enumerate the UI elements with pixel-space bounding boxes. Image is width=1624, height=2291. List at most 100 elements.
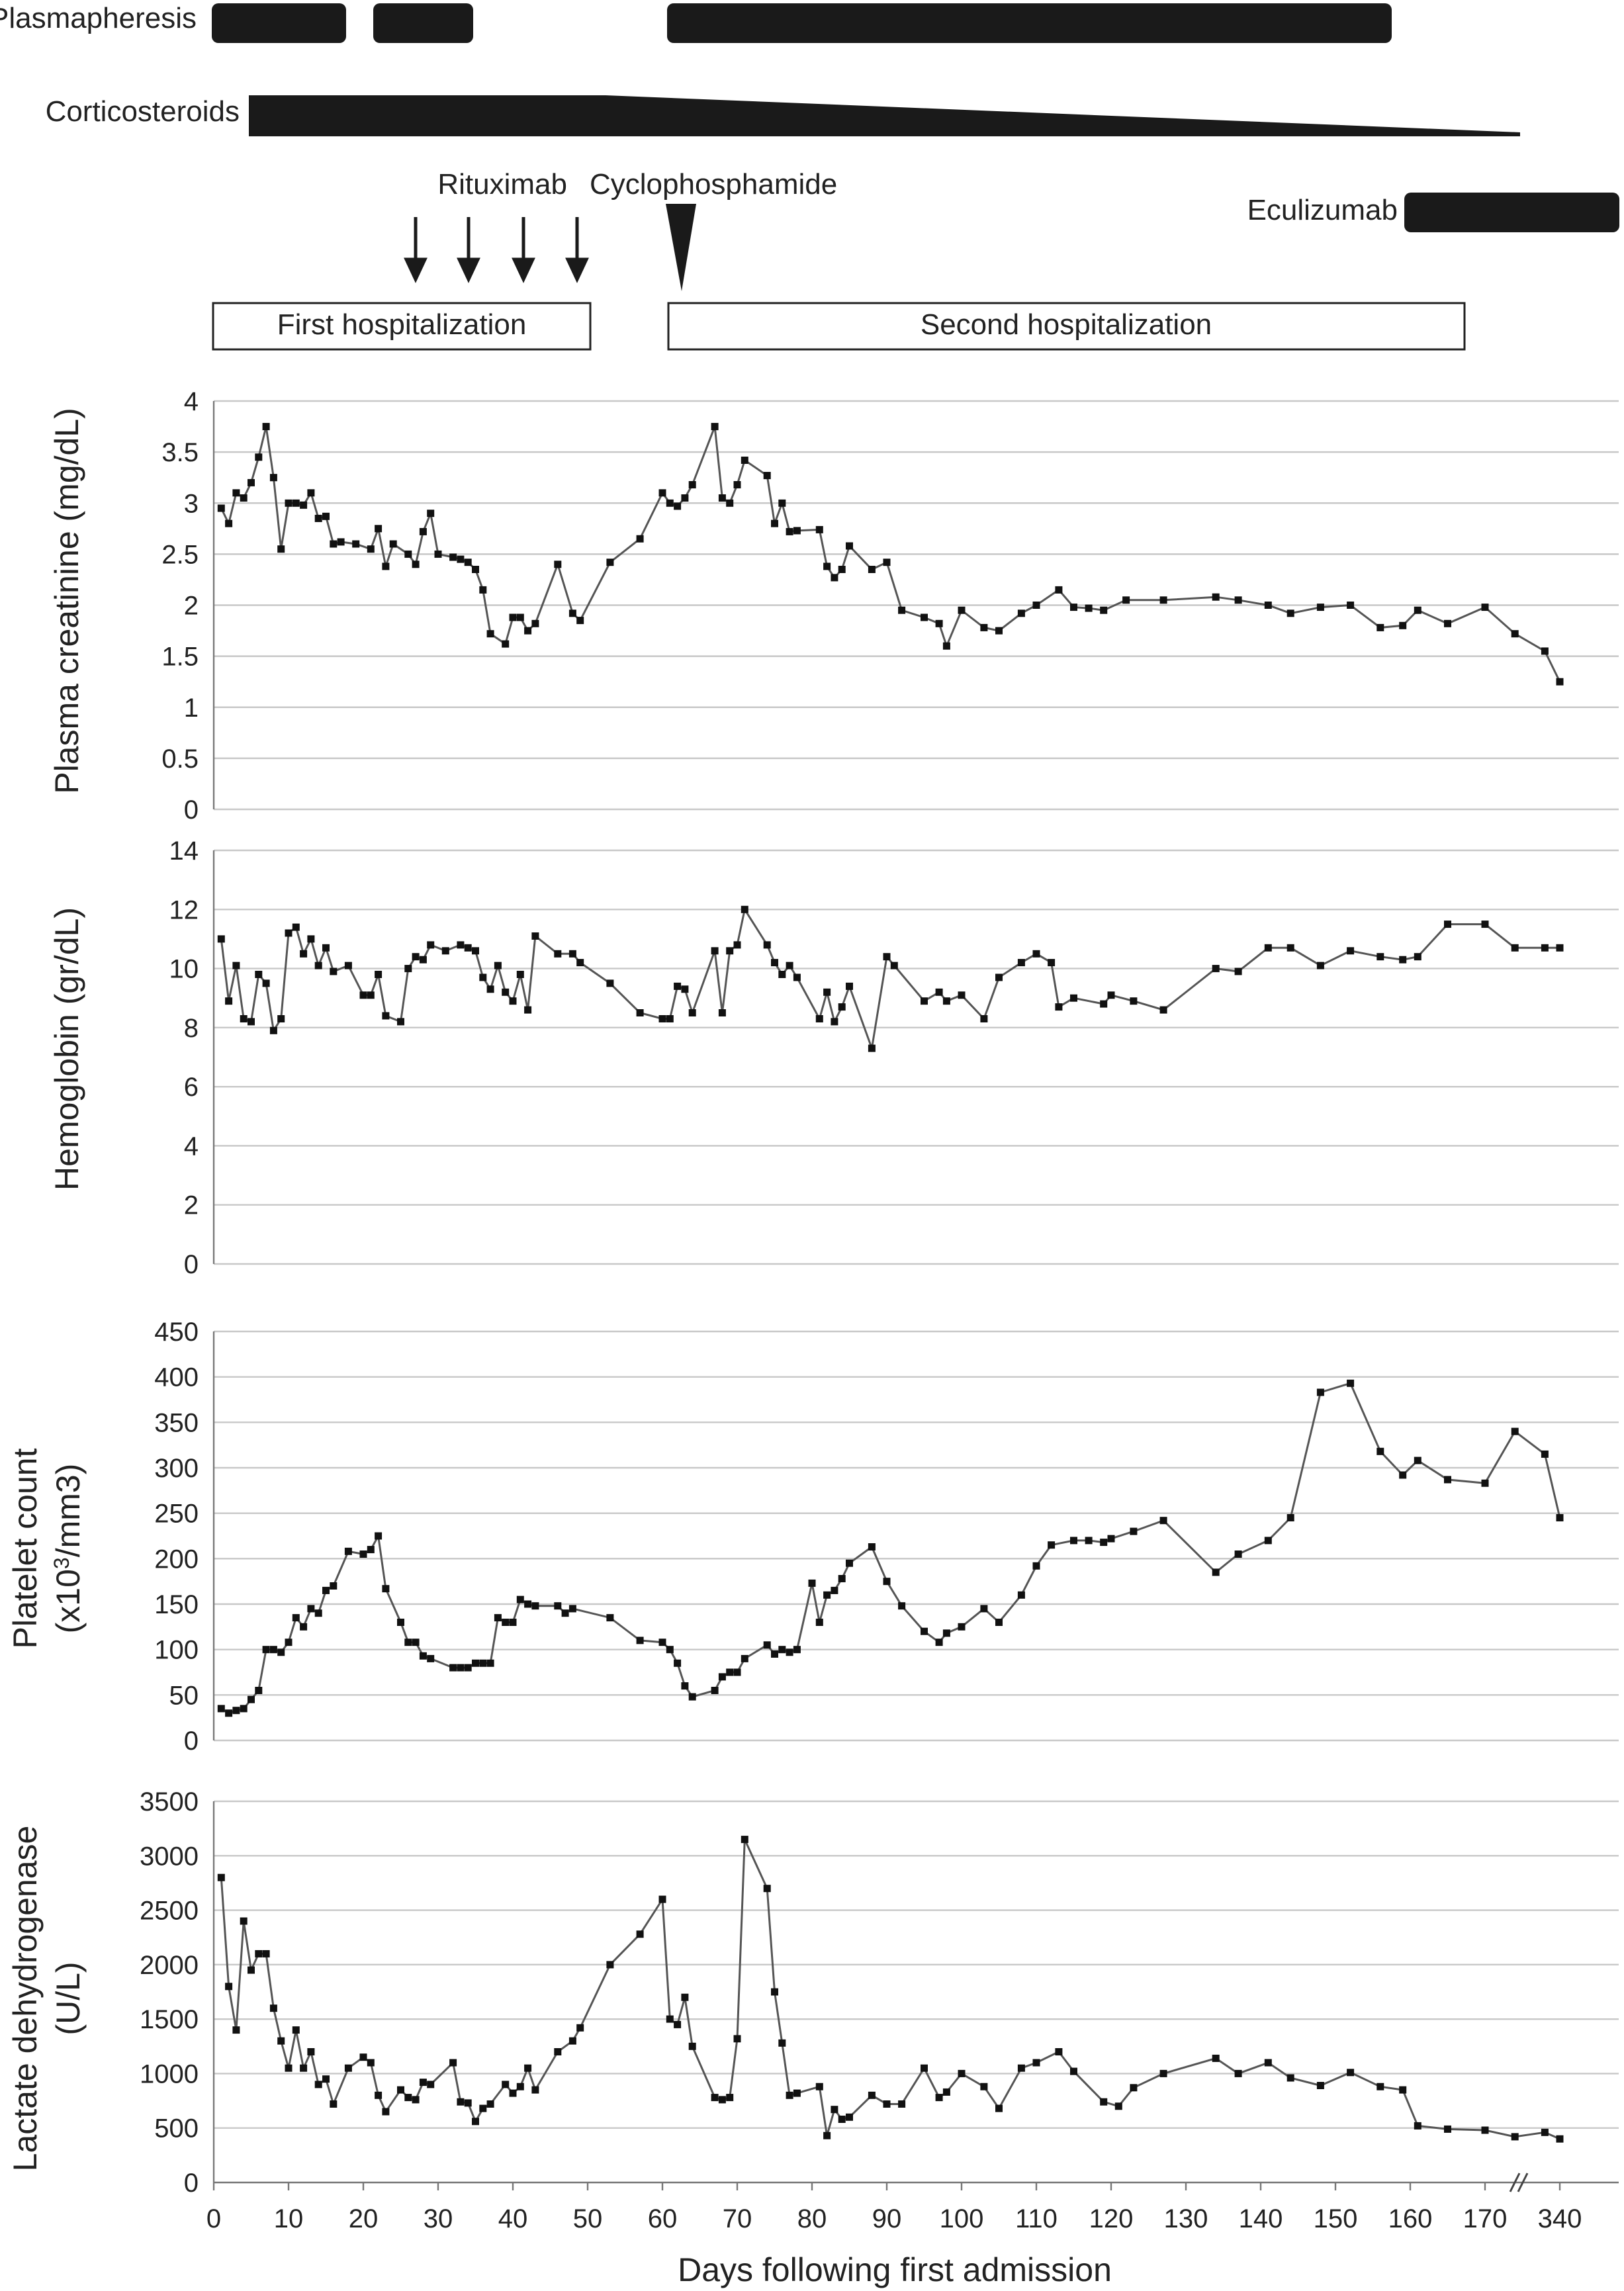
creatinine-data-point xyxy=(786,527,793,535)
hemoglobin-data-point xyxy=(576,959,584,967)
creatinine-data-point xyxy=(1055,586,1063,594)
creatinine-data-point xyxy=(225,519,233,527)
hemoglobin-y-axis-title: Hemoglobin (gr/dL) xyxy=(48,907,85,1190)
ldh-data-point xyxy=(516,2083,524,2090)
x-tick-label: 170 xyxy=(1463,2204,1508,2233)
platelet-data-point xyxy=(1286,1514,1294,1521)
platelet-data-point xyxy=(688,1693,696,1701)
ldh-data-point xyxy=(831,2106,838,2114)
creatinine-data-point xyxy=(763,472,771,480)
rituximab-arrowhead-1 xyxy=(404,257,428,283)
creatinine-data-point xyxy=(419,527,427,535)
ldh-data-point xyxy=(898,2100,906,2108)
creatinine-data-point xyxy=(307,489,315,497)
ldh-data-point xyxy=(1541,2128,1549,2136)
platelet-y-tick-label: 150 xyxy=(154,1590,199,1619)
creatinine-data-point xyxy=(815,525,823,533)
platelet-data-point xyxy=(412,1639,420,1646)
hemoglobin-data-point xyxy=(1264,944,1272,952)
hemoglobin-data-point xyxy=(1130,997,1138,1005)
creatinine-data-point xyxy=(516,613,524,621)
ldh-data-point xyxy=(277,2037,285,2045)
platelet-data-point xyxy=(1399,1471,1407,1479)
ldh-data-point xyxy=(524,2064,532,2072)
ldh-data-point xyxy=(554,2048,562,2055)
hemoglobin-data-point xyxy=(1414,953,1421,961)
ldh-y-tick-label: 0 xyxy=(184,2169,199,2198)
x-tick-label: 90 xyxy=(872,2204,902,2233)
creatinine-data-point xyxy=(681,494,689,502)
hemoglobin-data-point xyxy=(269,1026,277,1034)
hemoglobin-data-point xyxy=(771,959,778,967)
platelet-data-point xyxy=(1070,1537,1077,1545)
platelet-data-point xyxy=(217,1705,225,1713)
platelet-data-point xyxy=(1107,1535,1115,1543)
ldh-y-tick-label: 1500 xyxy=(140,2005,199,2034)
creatinine-data-point xyxy=(1032,602,1040,609)
ldh-data-point xyxy=(771,1988,778,1996)
platelet-y-tick-label: 50 xyxy=(169,1681,199,1710)
hemoglobin-data-point xyxy=(457,941,465,949)
platelet-data-point xyxy=(1376,1447,1384,1455)
x-tick-label: 10 xyxy=(274,2204,304,2233)
ldh-series-line xyxy=(220,1838,1560,2140)
hemoglobin-data-point xyxy=(995,973,1003,981)
creatinine-data-point xyxy=(509,613,517,621)
plasmapheresis-bar-3 xyxy=(667,3,1392,43)
hemoglobin-data-point xyxy=(921,997,928,1005)
creatinine-data-point xyxy=(382,562,390,570)
ldh-data-point xyxy=(1414,2122,1421,2130)
x-tick-label: 0 xyxy=(206,2204,221,2233)
ldh-data-point xyxy=(479,2104,487,2112)
platelet-data-point xyxy=(292,1614,300,1622)
platelet-data-point xyxy=(382,1585,390,1593)
creatinine-y-tick-label: 1.5 xyxy=(161,643,199,672)
creatinine-data-point xyxy=(449,553,457,561)
creatinine-data-point xyxy=(831,574,838,582)
creatinine-gridlines xyxy=(214,400,1619,811)
hemoglobin-data-point xyxy=(674,982,682,990)
creatinine-series-points xyxy=(217,423,1564,686)
ldh-x-ticks: 0 10 20 30 40 50 60 70 80 90 100 110 120 130 140 150 160… xyxy=(206,2182,1582,2233)
hemoglobin-data-point xyxy=(1481,921,1489,928)
hemoglobin-data-point xyxy=(382,1012,390,1020)
hemoglobin-data-point xyxy=(815,1015,823,1022)
creatinine-data-point xyxy=(1234,596,1242,604)
hemoglobin-data-point xyxy=(524,1006,532,1014)
ldh-data-point xyxy=(815,2083,823,2090)
creatinine-data-point xyxy=(1100,606,1108,614)
hemoglobin-data-point xyxy=(958,991,966,999)
hemoglobin-y-tick-label: 2 xyxy=(184,1191,199,1220)
ldh-data-point xyxy=(980,2083,988,2090)
ldh-data-point xyxy=(568,2037,576,2045)
x-tick-label: 80 xyxy=(797,2204,827,2233)
platelet-data-point xyxy=(958,1623,966,1631)
platelet-data-point xyxy=(1511,1427,1519,1435)
x-tick-label: 50 xyxy=(573,2204,603,2233)
platelet-data-point xyxy=(1085,1537,1093,1545)
platelet-data-point xyxy=(1316,1388,1324,1396)
x-tick-label: 130 xyxy=(1164,2204,1208,2233)
creatinine-data-point xyxy=(217,504,225,512)
platelet-data-point xyxy=(449,1664,457,1672)
hemoglobin-data-point xyxy=(464,944,472,952)
hemoglobin-data-point xyxy=(1399,956,1407,964)
hemoglobin-data-point xyxy=(890,962,898,969)
creatinine-data-point xyxy=(486,630,494,638)
hemoglobin-data-point xyxy=(711,947,719,955)
platelet-data-point xyxy=(995,1619,1003,1626)
creatinine-data-point xyxy=(457,555,465,563)
ldh-data-point xyxy=(1376,2083,1384,2090)
hemoglobin-data-point xyxy=(942,997,950,1005)
rituximab-arrowhead-2 xyxy=(457,257,480,283)
ldh-data-point xyxy=(711,2094,719,2102)
creatinine-data-point xyxy=(531,619,539,627)
ldh-y-tick-label: 500 xyxy=(154,2114,199,2143)
ldh-data-point xyxy=(666,2015,674,2023)
hemoglobin-data-point xyxy=(1107,991,1115,999)
cyclophosphamide-label: Cyclophosphamide xyxy=(590,168,837,201)
hemoglobin-data-point xyxy=(307,935,315,943)
creatinine-data-point xyxy=(666,499,674,507)
corticosteroids-taper xyxy=(249,95,1520,136)
ldh-data-point xyxy=(1130,2084,1138,2092)
